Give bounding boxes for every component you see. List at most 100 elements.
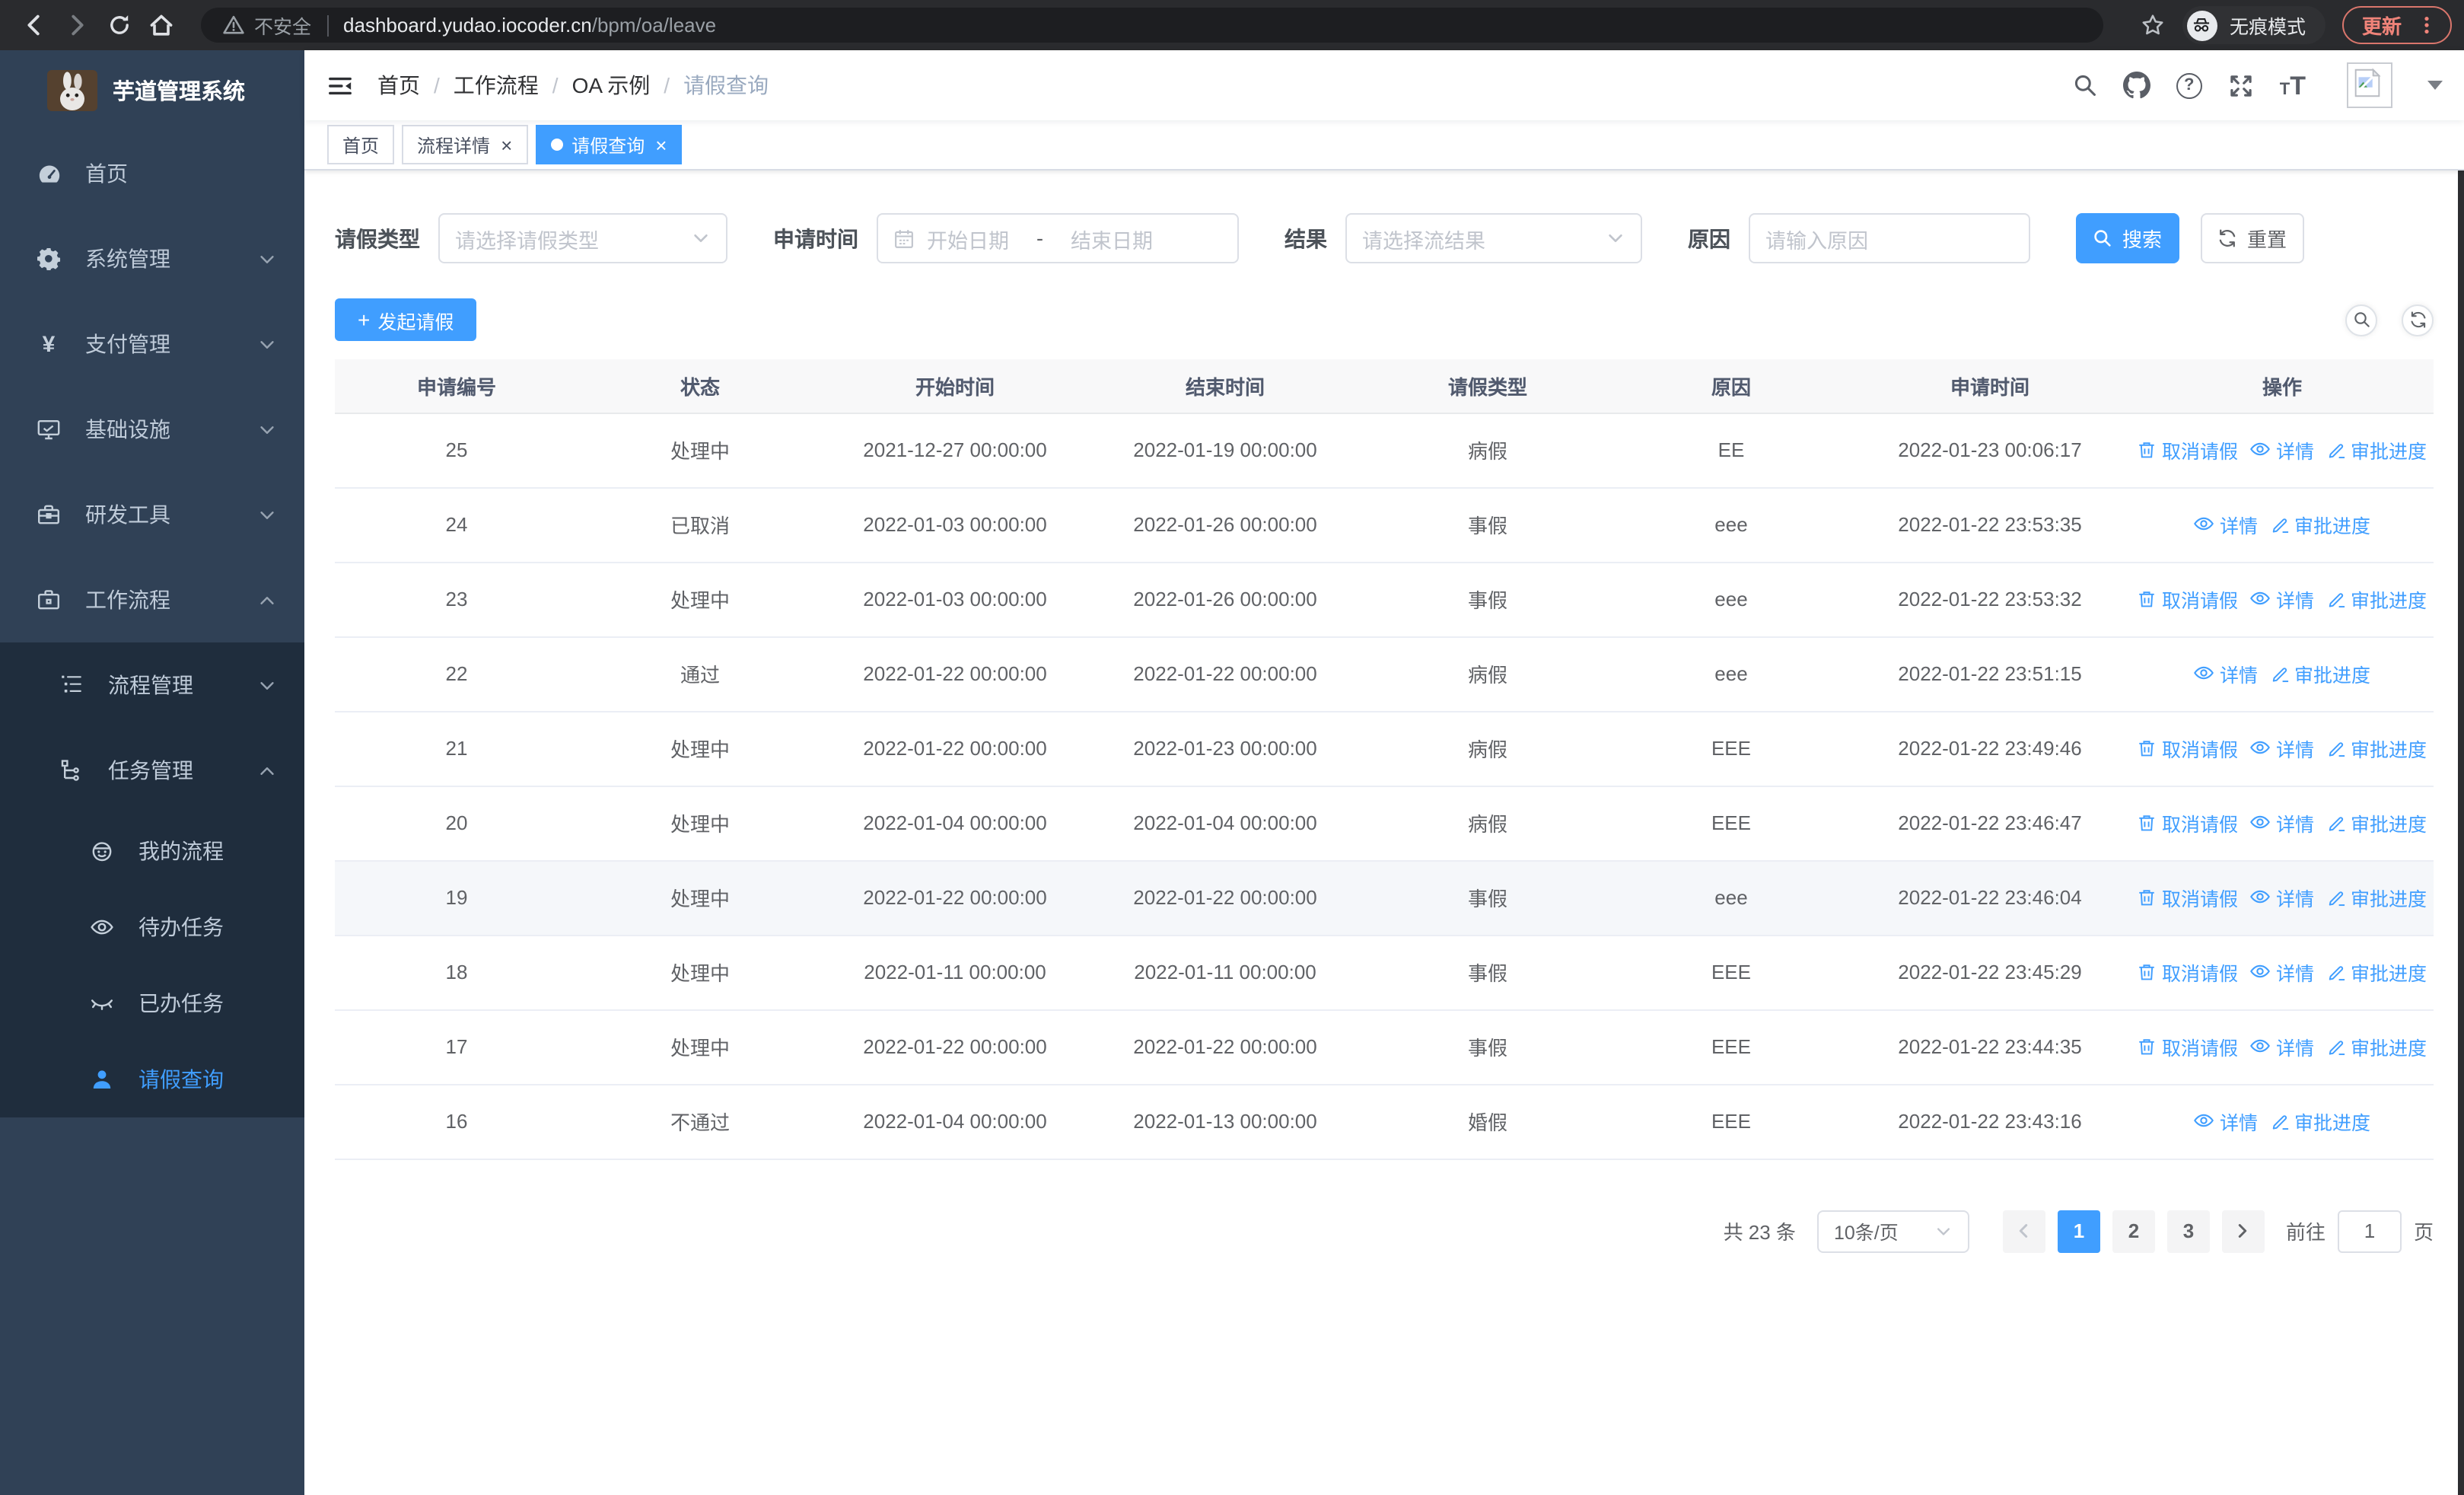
table-row[interactable]: 16 不通过 2022-01-04 00:00:00 2022-01-13 00:00… [335, 1084, 2434, 1159]
detail-action-link[interactable]: 详情 [2250, 435, 2314, 464]
sidebar-item-基础设施[interactable]: 基础设施 [0, 387, 304, 472]
cell-leave-type: 事假 [1362, 860, 1613, 936]
browser-forward-button[interactable] [55, 4, 97, 46]
browser-update-button[interactable]: 更新 [2341, 6, 2452, 44]
detail-action-link[interactable]: 详情 [2194, 659, 2258, 688]
page-size-select[interactable]: 10条/页 [1816, 1210, 1969, 1252]
progress-action-link[interactable]: 审批进度 [2270, 660, 2370, 689]
progress-action-link[interactable]: 审批进度 [2326, 884, 2427, 913]
create-leave-button[interactable]: + 发起请假 [335, 298, 477, 341]
breadcrumb-item[interactable]: 首页 [377, 73, 420, 97]
close-icon[interactable]: × [501, 133, 513, 156]
cancel-action-link[interactable]: 取消请假 [2138, 585, 2238, 614]
tab-请假查询[interactable]: 请假查询 × [535, 125, 683, 164]
cancel-action-link[interactable]: 取消请假 [2138, 1033, 2238, 1062]
browser-menu-dots-icon[interactable] [2415, 14, 2438, 37]
progress-action-link[interactable]: 审批进度 [2270, 511, 2370, 540]
detail-action-link[interactable]: 详情 [2250, 883, 2314, 912]
cell-start-time: 2022-01-04 00:00:00 [822, 1084, 1088, 1159]
progress-action-link[interactable]: 审批进度 [2326, 958, 2427, 987]
cancel-action-link[interactable]: 取消请假 [2138, 884, 2238, 913]
table-row[interactable]: 21 处理中 2022-01-22 00:00:00 2022-01-23 00:00… [335, 711, 2434, 786]
sidebar-collapse-icon[interactable] [327, 72, 353, 98]
cancel-action-link[interactable]: 取消请假 [2138, 809, 2238, 838]
table-row[interactable]: 24 已取消 2022-01-03 00:00:00 2022-01-26 00:00… [335, 487, 2434, 563]
refresh-table-button[interactable] [2402, 304, 2434, 336]
detail-action-link[interactable]: 详情 [2250, 1032, 2314, 1061]
avatar-caret-icon[interactable] [2427, 81, 2443, 90]
table-row[interactable]: 20 处理中 2022-01-04 00:00:00 2022-01-04 00:00… [335, 786, 2434, 861]
avatar[interactable] [2347, 62, 2392, 108]
cell-actions: 取消请假 详情 审批进度 [2131, 413, 2434, 488]
detail-action-link[interactable]: 详情 [2250, 734, 2314, 763]
toggle-search-button[interactable] [2345, 304, 2377, 336]
address-bar[interactable]: 不安全 dashboard.yudao.iocoder.cn/bpm/oa/le… [201, 8, 2103, 43]
browser-back-button[interactable] [12, 4, 55, 46]
tab-首页[interactable]: 首页 [327, 125, 395, 164]
sidebar-item-请假查询[interactable]: 请假查询 [0, 1041, 304, 1117]
page-button-3[interactable]: 3 [2166, 1210, 2210, 1252]
help-icon[interactable]: ? [2176, 72, 2202, 98]
progress-action-link[interactable]: 审批进度 [2326, 1033, 2427, 1062]
table-row[interactable]: 22 通过 2022-01-22 00:00:00 2022-01-22 00:00:… [335, 636, 2434, 712]
page-button-2[interactable]: 2 [2112, 1210, 2155, 1252]
table-row[interactable]: 23 处理中 2022-01-03 00:00:00 2022-01-26 00:00… [335, 562, 2434, 637]
cell-status: 通过 [578, 636, 822, 712]
reason-input[interactable]: 请输入原因 [1749, 213, 2030, 263]
close-icon[interactable]: × [655, 133, 667, 156]
reset-button[interactable]: 重置 [2201, 213, 2304, 263]
app-logo[interactable]: 芋道管理系统 [0, 50, 304, 131]
sidebar-item-首页[interactable]: 首页 [0, 131, 304, 216]
browser-reload-button[interactable] [97, 4, 140, 46]
result-select[interactable]: 请选择流结果 [1345, 213, 1642, 263]
browser-scrollbar[interactable] [2458, 50, 2464, 1495]
cancel-action-link[interactable]: 取消请假 [2138, 958, 2238, 987]
sidebar-item-我的流程[interactable]: 我的流程 [0, 813, 304, 889]
sidebar-item-待办任务[interactable]: 待办任务 [0, 889, 304, 965]
page-button-1[interactable]: 1 [2057, 1210, 2100, 1252]
apply-time-range-picker[interactable]: 开始日期 - 结束日期 [877, 213, 1239, 263]
dashboard-icon [35, 161, 62, 186]
progress-action-link[interactable]: 审批进度 [2326, 436, 2427, 465]
progress-action-link[interactable]: 审批进度 [2270, 1108, 2370, 1136]
progress-action-link[interactable]: 审批进度 [2326, 809, 2427, 838]
header-search-icon[interactable] [2073, 73, 2097, 97]
sidebar-item-任务管理[interactable]: 任务管理 [0, 728, 304, 813]
progress-action-link[interactable]: 审批进度 [2326, 735, 2427, 763]
breadcrumb-item[interactable]: OA 示例 [571, 73, 651, 97]
fullscreen-icon[interactable] [2228, 72, 2254, 98]
github-icon[interactable] [2122, 72, 2150, 99]
detail-action-link[interactable]: 详情 [2194, 1107, 2258, 1136]
prev-page-button[interactable] [2002, 1210, 2045, 1252]
breadcrumb-item[interactable]: 工作流程 [453, 73, 539, 97]
bookmark-star-icon[interactable] [2140, 12, 2166, 38]
table-row[interactable]: 25 处理中 2021-12-27 00:00:00 2022-01-19 00:00… [335, 413, 2434, 488]
chevron-up-icon [257, 590, 277, 610]
sidebar-item-支付管理[interactable]: ¥ 支付管理 [0, 301, 304, 387]
sidebar-item-工作流程[interactable]: 工作流程 [0, 557, 304, 642]
cancel-action-link[interactable]: 取消请假 [2138, 436, 2238, 465]
detail-action-link[interactable]: 详情 [2194, 510, 2258, 539]
table-row[interactable]: 18 处理中 2022-01-11 00:00:00 2022-01-11 00:00… [335, 935, 2434, 1010]
progress-action-link[interactable]: 审批进度 [2326, 585, 2427, 614]
breadcrumb-separator: / [434, 73, 440, 97]
sidebar-item-已办任务[interactable]: 已办任务 [0, 965, 304, 1041]
tab-流程详情[interactable]: 流程详情 × [402, 125, 528, 164]
leave-type-select[interactable]: 请选择请假类型 [438, 213, 727, 263]
search-button[interactable]: 搜索 [2076, 213, 2179, 263]
sidebar-item-研发工具[interactable]: 研发工具 [0, 472, 304, 557]
sidebar-item-流程管理[interactable]: 流程管理 [0, 642, 304, 728]
detail-action-link[interactable]: 详情 [2250, 958, 2314, 987]
browser-home-button[interactable] [140, 4, 183, 46]
table-row[interactable]: 17 处理中 2022-01-22 00:00:00 2022-01-22 00:00… [335, 1009, 2434, 1085]
table-row[interactable]: 19 处理中 2022-01-22 00:00:00 2022-01-22 00:00… [335, 860, 2434, 936]
detail-action-link[interactable]: 详情 [2250, 585, 2314, 614]
next-page-button[interactable] [2221, 1210, 2265, 1252]
detail-action-link[interactable]: 详情 [2250, 808, 2314, 837]
security-label[interactable]: 不安全 [254, 17, 312, 38]
sidebar-item-系统管理[interactable]: 系统管理 [0, 216, 304, 301]
cancel-action-link[interactable]: 取消请假 [2138, 735, 2238, 763]
goto-page-input[interactable]: 1 [2337, 1210, 2402, 1252]
